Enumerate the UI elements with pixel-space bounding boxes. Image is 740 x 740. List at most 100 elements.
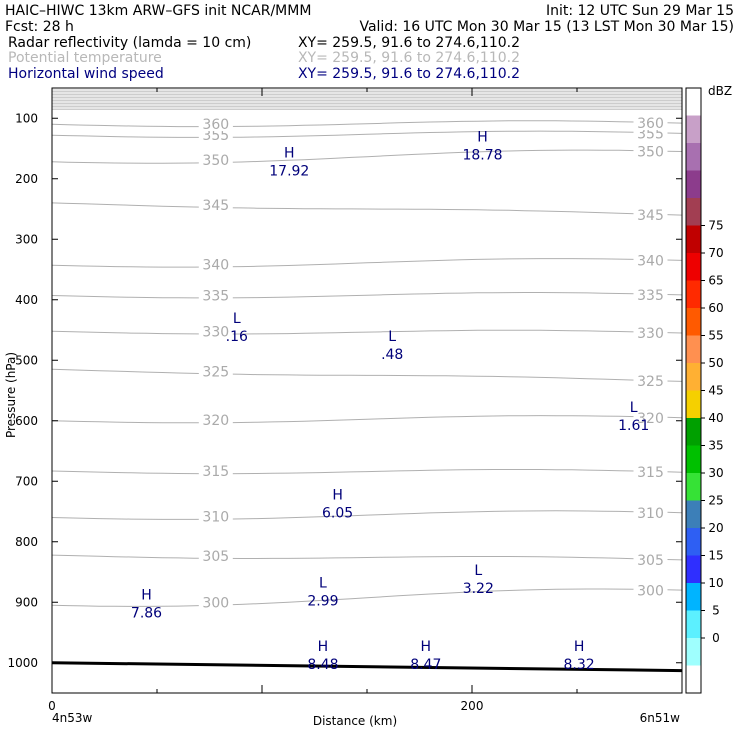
isentrope-label-340: 340 [202, 257, 229, 273]
isentrope-label-mask [633, 408, 668, 425]
wind-l-marker: L [388, 329, 396, 345]
colorbar-swatch [686, 445, 701, 473]
wind-l-value: 2.99 [307, 593, 338, 609]
colorbar-swatch [686, 638, 701, 666]
colorbar-swatch [686, 528, 701, 556]
colorbar-level-label: 35 [708, 439, 723, 453]
plot-background [52, 88, 682, 693]
x-tick-label: 200 [461, 699, 484, 713]
colorbar-swatch [686, 308, 701, 336]
colorbar-level-label: 0 [712, 631, 720, 645]
isentrope-label-335: 335 [637, 288, 664, 304]
wind-h-marker: H [574, 639, 585, 655]
wind-l-value: 3.22 [463, 581, 494, 597]
colorbar-swatch [686, 665, 701, 693]
isentrope-label-310: 310 [202, 510, 229, 526]
isentrope-label-355: 355 [637, 126, 664, 142]
wind-l-value: .16 [226, 329, 248, 345]
isentrope-330 [51, 329, 683, 335]
wind-h-value: 7.86 [131, 605, 162, 621]
y-tick-label: 600 [15, 414, 38, 428]
header-title: HAIC–HIWC 13km ARW–GFS init NCAR/MMM [5, 3, 311, 19]
isentrope-label-mask [633, 372, 668, 389]
isentrope-label-mask [633, 142, 668, 159]
colorbar-swatch [686, 555, 701, 583]
isentrope-335 [51, 292, 683, 299]
colorbar-swatch [686, 418, 701, 446]
colorbar-level-label: 45 [708, 384, 723, 398]
x-axis-left-location: 4n53w [52, 711, 93, 725]
colorbar-swatch [686, 500, 701, 528]
y-tick-label: 900 [15, 595, 38, 609]
y-tick-label: 100 [15, 111, 38, 125]
isentrope-label-mask [633, 581, 668, 598]
wind-h-marker: H [477, 129, 488, 145]
isentrope-label-350: 350 [202, 153, 229, 169]
isentrope-label-mask [198, 150, 233, 167]
colorbar-level-label: 75 [708, 219, 723, 233]
colorbar-swatch [686, 610, 701, 638]
isentrope-360 [51, 120, 683, 128]
isentrope-label-mask [198, 462, 233, 479]
isentrope-label-mask [633, 503, 668, 520]
colorbar-level-label: 20 [708, 521, 723, 535]
axes-ticks: 100 200 300 400 500 600 700 800 900 1000 0 200 [7, 88, 683, 713]
isentrope-label-320: 320 [202, 413, 229, 429]
isentrope-label-mask [198, 322, 233, 339]
colorbar-level-label: 10 [708, 576, 723, 590]
y-tick-label: 1000 [7, 656, 38, 670]
wind-h-value: 8.47 [410, 657, 441, 673]
isentrope-label-mask [198, 255, 233, 272]
wind-h-value: 6.05 [322, 506, 353, 522]
isentrope-label-mask [633, 114, 668, 131]
colorbar-level-label: 65 [708, 274, 723, 288]
isentrope-label-330: 330 [202, 325, 229, 341]
isentrope-label-340: 340 [637, 254, 664, 270]
field-wind-label: Horizontal wind speed [8, 66, 164, 82]
isentrope-label-mask [198, 196, 233, 213]
isentrope-label-335: 335 [202, 288, 229, 304]
colorbar-level-label: 60 [708, 301, 723, 315]
isentrope-label-mask [198, 115, 233, 132]
x-axis-right-location: 6n51w [640, 711, 681, 725]
isentrope-label-345: 345 [202, 198, 229, 214]
colorbar-swatch [686, 170, 701, 198]
y-tick-label: 200 [15, 172, 38, 186]
field-wind-xy: XY= 259.5, 91.6 to 274.6,110.2 [298, 66, 520, 82]
colorbar-level-label: 55 [708, 329, 723, 343]
colorbar-level-label: 25 [708, 494, 723, 508]
x-tick-label: 0 [48, 699, 56, 713]
terrain-line [51, 661, 683, 673]
colorbar-swatch [686, 583, 701, 611]
field-theta-xy: XY= 259.5, 91.6 to 274.6,110.2 [298, 50, 520, 66]
colorbar-swatch [686, 473, 701, 501]
colorbar-swatch [686, 143, 701, 171]
isentrope-355 [51, 130, 683, 138]
isentrope-label-mask [198, 362, 233, 379]
isentrope-label-315: 315 [637, 465, 664, 481]
colorbar-swatch [686, 225, 701, 253]
y-tick-label: 800 [15, 535, 38, 549]
y-tick-label: 700 [15, 474, 38, 488]
isentrope-310 [51, 510, 683, 520]
isentrope-label-mask [633, 323, 668, 340]
colorbar-level-label: 30 [708, 466, 723, 480]
isentrope-320 [51, 415, 683, 424]
y-tick-label: 300 [15, 232, 38, 246]
colorbar-swatch [686, 390, 701, 418]
isentrope-label-mask [633, 285, 668, 302]
wind-h-value: 17.92 [269, 164, 309, 180]
isentrope-label-325: 325 [202, 365, 229, 381]
colorbar-swatch [686, 115, 701, 143]
isentrope-label-350: 350 [637, 145, 664, 161]
colorbar-level-label: 50 [708, 356, 723, 370]
x-axis-label: Distance (km) [313, 714, 397, 728]
plot-area: 300 300 305 305 310 310 315 315 320 320 325 325 330 3… [7, 87, 683, 713]
wind-h-marker: H [332, 488, 343, 504]
isentrope-label-360: 360 [202, 117, 229, 133]
colorbar-level-label: 15 [708, 549, 723, 563]
header-forecast-hour: Fcst: 28 h [5, 19, 74, 35]
isentrope-350 [51, 149, 683, 164]
y-tick-label: 500 [15, 353, 38, 367]
